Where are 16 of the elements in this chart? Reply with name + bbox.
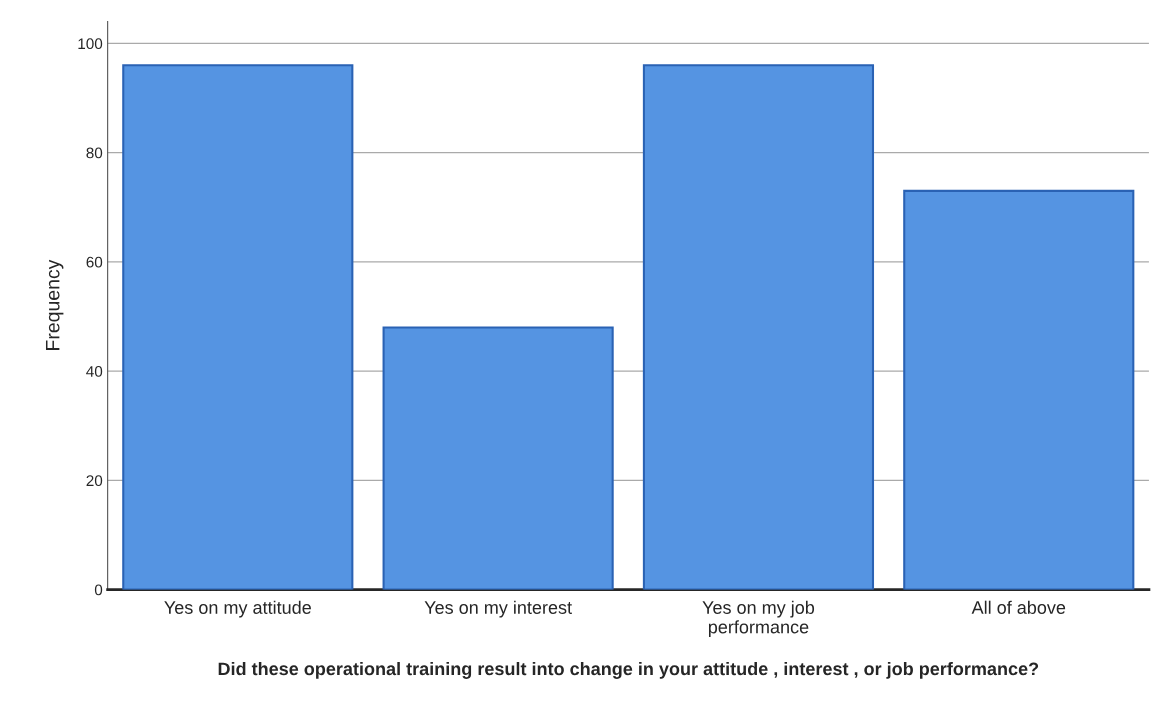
x-tick-label: Yes on my interest: [424, 600, 572, 618]
bar: [903, 189, 1135, 590]
y-tick-label: 80: [86, 147, 103, 159]
x-tick-label: All of above: [971, 600, 1066, 614]
y-tick-label: 0: [94, 584, 103, 596]
bar: [642, 64, 875, 590]
x-tick-label: Yes on my job performance: [702, 600, 815, 637]
y-tick-label: 40: [86, 365, 103, 377]
y-tick-label: 100: [78, 38, 103, 50]
y-axis-title: Frequency: [45, 259, 64, 350]
y-tick-label: 60: [86, 256, 103, 268]
bar: [122, 64, 354, 590]
x-axis-title: Did these operational training result into change in your attitude , interest , or job performance?: [218, 661, 1039, 679]
x-tick-label: Yes on my attitude: [164, 600, 311, 618]
bar: [382, 326, 614, 590]
y-tick-label: 20: [86, 475, 103, 487]
